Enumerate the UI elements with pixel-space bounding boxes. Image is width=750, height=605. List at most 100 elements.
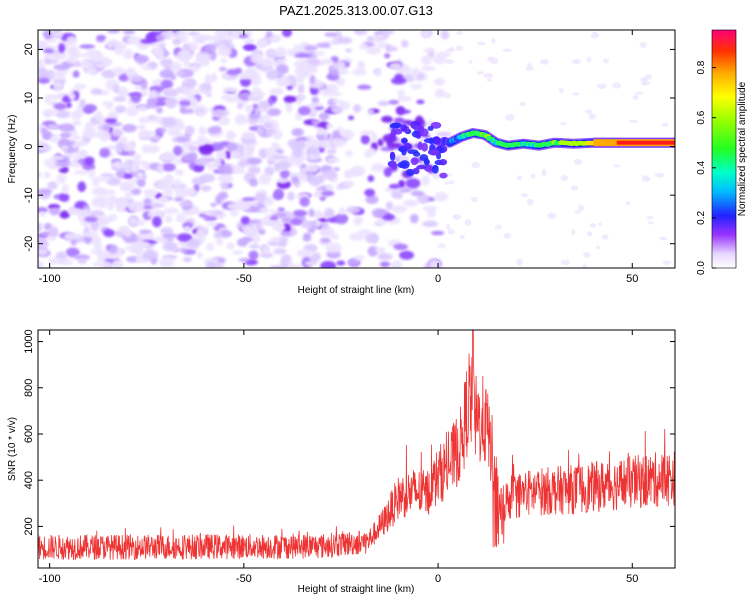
noise-blob (560, 175, 569, 181)
noise-blob (316, 133, 325, 141)
noise-blob (309, 175, 322, 187)
noise-blob (265, 69, 279, 81)
noise-blob (570, 185, 579, 191)
noise-blob (377, 138, 384, 147)
noise-blob (126, 35, 142, 45)
noise-blob (405, 178, 421, 189)
noise-blob (590, 31, 599, 39)
x-tick-label: -100 (39, 273, 61, 285)
noise-blob (96, 129, 112, 140)
noise-blob (583, 251, 591, 258)
noise-blob (161, 162, 176, 172)
signal-blob (439, 158, 448, 166)
noise-blob (241, 131, 256, 140)
noise-blob (58, 43, 66, 54)
noise-blob (77, 181, 87, 193)
noise-blob (115, 105, 127, 114)
noise-blob (95, 197, 108, 209)
spectrogram-frame (37, 29, 676, 269)
noise-blob (437, 243, 446, 248)
noise-blob (38, 58, 45, 69)
noise-blob (345, 149, 353, 157)
x-tick-label: -50 (236, 573, 252, 585)
noise-blob (60, 139, 75, 146)
noise-blob (338, 207, 346, 215)
noise-blob (321, 190, 335, 197)
noise-blob (74, 149, 88, 157)
noise-blob (68, 92, 76, 101)
noise-blob (245, 143, 254, 155)
noise-blob (157, 163, 164, 173)
noise-blob (489, 57, 499, 65)
noise-blob (65, 102, 72, 109)
noise-blob (521, 193, 529, 198)
noise-blob (79, 44, 96, 49)
signal-blob (403, 143, 412, 150)
noise-blob (584, 109, 593, 114)
noise-blob (93, 50, 101, 57)
noise-blob (433, 77, 446, 86)
noise-blob (162, 88, 179, 98)
noise-blob (374, 247, 387, 253)
noise-blob (274, 160, 291, 170)
noise-blob (271, 224, 286, 231)
noise-blob (287, 191, 295, 201)
noise-blob (539, 59, 550, 65)
noise-blob (155, 100, 166, 107)
noise-blob (435, 51, 452, 58)
noise-blob (259, 252, 274, 258)
noise-blob (309, 153, 316, 160)
spectrogram-signal-track (444, 128, 675, 151)
noise-blob (66, 35, 78, 46)
signal-blob (389, 151, 395, 158)
noise-blob (410, 67, 421, 77)
noise-blob (47, 124, 58, 129)
noise-blob (238, 257, 250, 263)
noise-blob (61, 184, 69, 194)
noise-blob (200, 185, 212, 192)
noise-blob (571, 92, 580, 96)
noise-blob (642, 80, 651, 86)
noise-blob (105, 145, 120, 151)
noise-blob (423, 48, 435, 53)
noise-blob (85, 68, 97, 73)
noise-blob (266, 129, 273, 138)
signal-blob (389, 122, 401, 129)
noise-blob (119, 197, 127, 204)
noise-blob (440, 30, 450, 40)
noise-blob (410, 83, 423, 90)
noise-blob (447, 228, 455, 235)
colorbar-gradient (711, 29, 737, 269)
noise-blob (174, 185, 184, 194)
y-tick-label: 1000 (23, 329, 35, 353)
y-tick-label: 800 (23, 379, 35, 397)
noise-blob (47, 181, 58, 190)
spectrogram-noise (38, 30, 675, 268)
noise-blob (477, 41, 486, 46)
noise-blob (486, 78, 492, 82)
noise-blob (421, 30, 430, 39)
noise-blob (184, 78, 197, 89)
noise-blob (72, 155, 80, 163)
noise-blob (96, 34, 107, 41)
noise-blob (82, 127, 90, 138)
noise-blob (313, 191, 321, 197)
noise-blob (178, 201, 194, 207)
colorbar-tick-label: 0.6 (696, 110, 707, 124)
noise-blob (153, 236, 165, 242)
noise-blob (331, 99, 344, 104)
noise-blob (394, 190, 403, 200)
noise-blob (306, 163, 319, 173)
noise-blob (331, 137, 347, 148)
noise-blob (530, 173, 536, 179)
noise-blob (120, 180, 136, 192)
noise-blob (162, 241, 177, 252)
noise-blob (131, 162, 139, 173)
noise-blob (264, 166, 275, 177)
noise-blob (659, 236, 668, 241)
noise-blob (546, 212, 557, 220)
noise-blob (276, 64, 289, 75)
noise-blob (266, 220, 279, 226)
noise-blob (126, 105, 139, 117)
signal-blob (427, 126, 434, 131)
